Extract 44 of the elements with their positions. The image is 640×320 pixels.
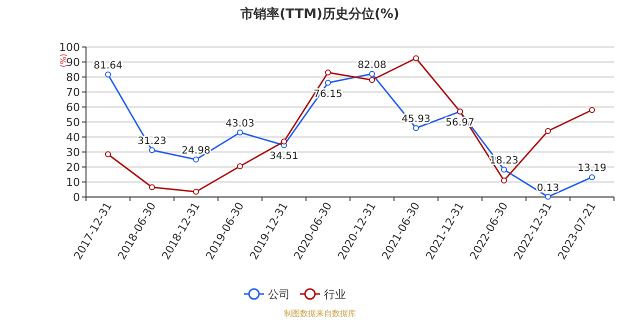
y-tick-label: 50 bbox=[66, 116, 80, 129]
data-label: 13.19 bbox=[578, 163, 606, 174]
point bbox=[281, 138, 287, 144]
point bbox=[545, 194, 551, 200]
y-axis-title: (%) bbox=[59, 54, 68, 68]
point bbox=[501, 178, 507, 184]
data-label: 81.64 bbox=[94, 60, 122, 72]
point bbox=[149, 184, 155, 190]
y-tick-label: 40 bbox=[66, 131, 80, 144]
point bbox=[413, 125, 419, 132]
data-label: 43.03 bbox=[226, 118, 254, 130]
point bbox=[149, 147, 155, 154]
point bbox=[369, 77, 375, 83]
point bbox=[237, 129, 243, 136]
y-tick-label: 30 bbox=[66, 146, 80, 159]
data-label: 24.98 bbox=[182, 146, 210, 157]
point bbox=[105, 72, 111, 78]
point bbox=[589, 107, 595, 113]
data-label: 34.51 bbox=[270, 151, 298, 162]
point bbox=[501, 166, 507, 173]
point bbox=[193, 188, 199, 195]
y-tick-label: 80 bbox=[66, 71, 80, 84]
y-tick-label: 100 bbox=[59, 41, 80, 54]
point bbox=[325, 80, 331, 86]
point bbox=[545, 128, 551, 134]
point bbox=[589, 174, 595, 180]
legend-label: 公司 bbox=[268, 288, 290, 301]
chart-title: 市销率(TTM)历史分位(%) bbox=[240, 6, 400, 22]
legend-label: 行业 bbox=[324, 288, 346, 301]
y-tick-label: 20 bbox=[66, 161, 80, 174]
data-label: 0.13 bbox=[536, 182, 560, 194]
y-tick-label: 10 bbox=[66, 176, 80, 189]
data-label: 82.08 bbox=[358, 60, 386, 71]
point bbox=[105, 151, 111, 158]
point bbox=[193, 156, 199, 163]
y-tick-label: 60 bbox=[66, 101, 80, 114]
point bbox=[369, 70, 375, 77]
point bbox=[237, 163, 243, 170]
point bbox=[413, 55, 419, 62]
point bbox=[325, 70, 331, 76]
y-tick-label: 0 bbox=[73, 191, 80, 204]
y-tick-label: 90 bbox=[66, 56, 80, 69]
y-tick-label: 70 bbox=[66, 86, 80, 99]
text: 制图数据来自数据库 bbox=[284, 309, 356, 318]
